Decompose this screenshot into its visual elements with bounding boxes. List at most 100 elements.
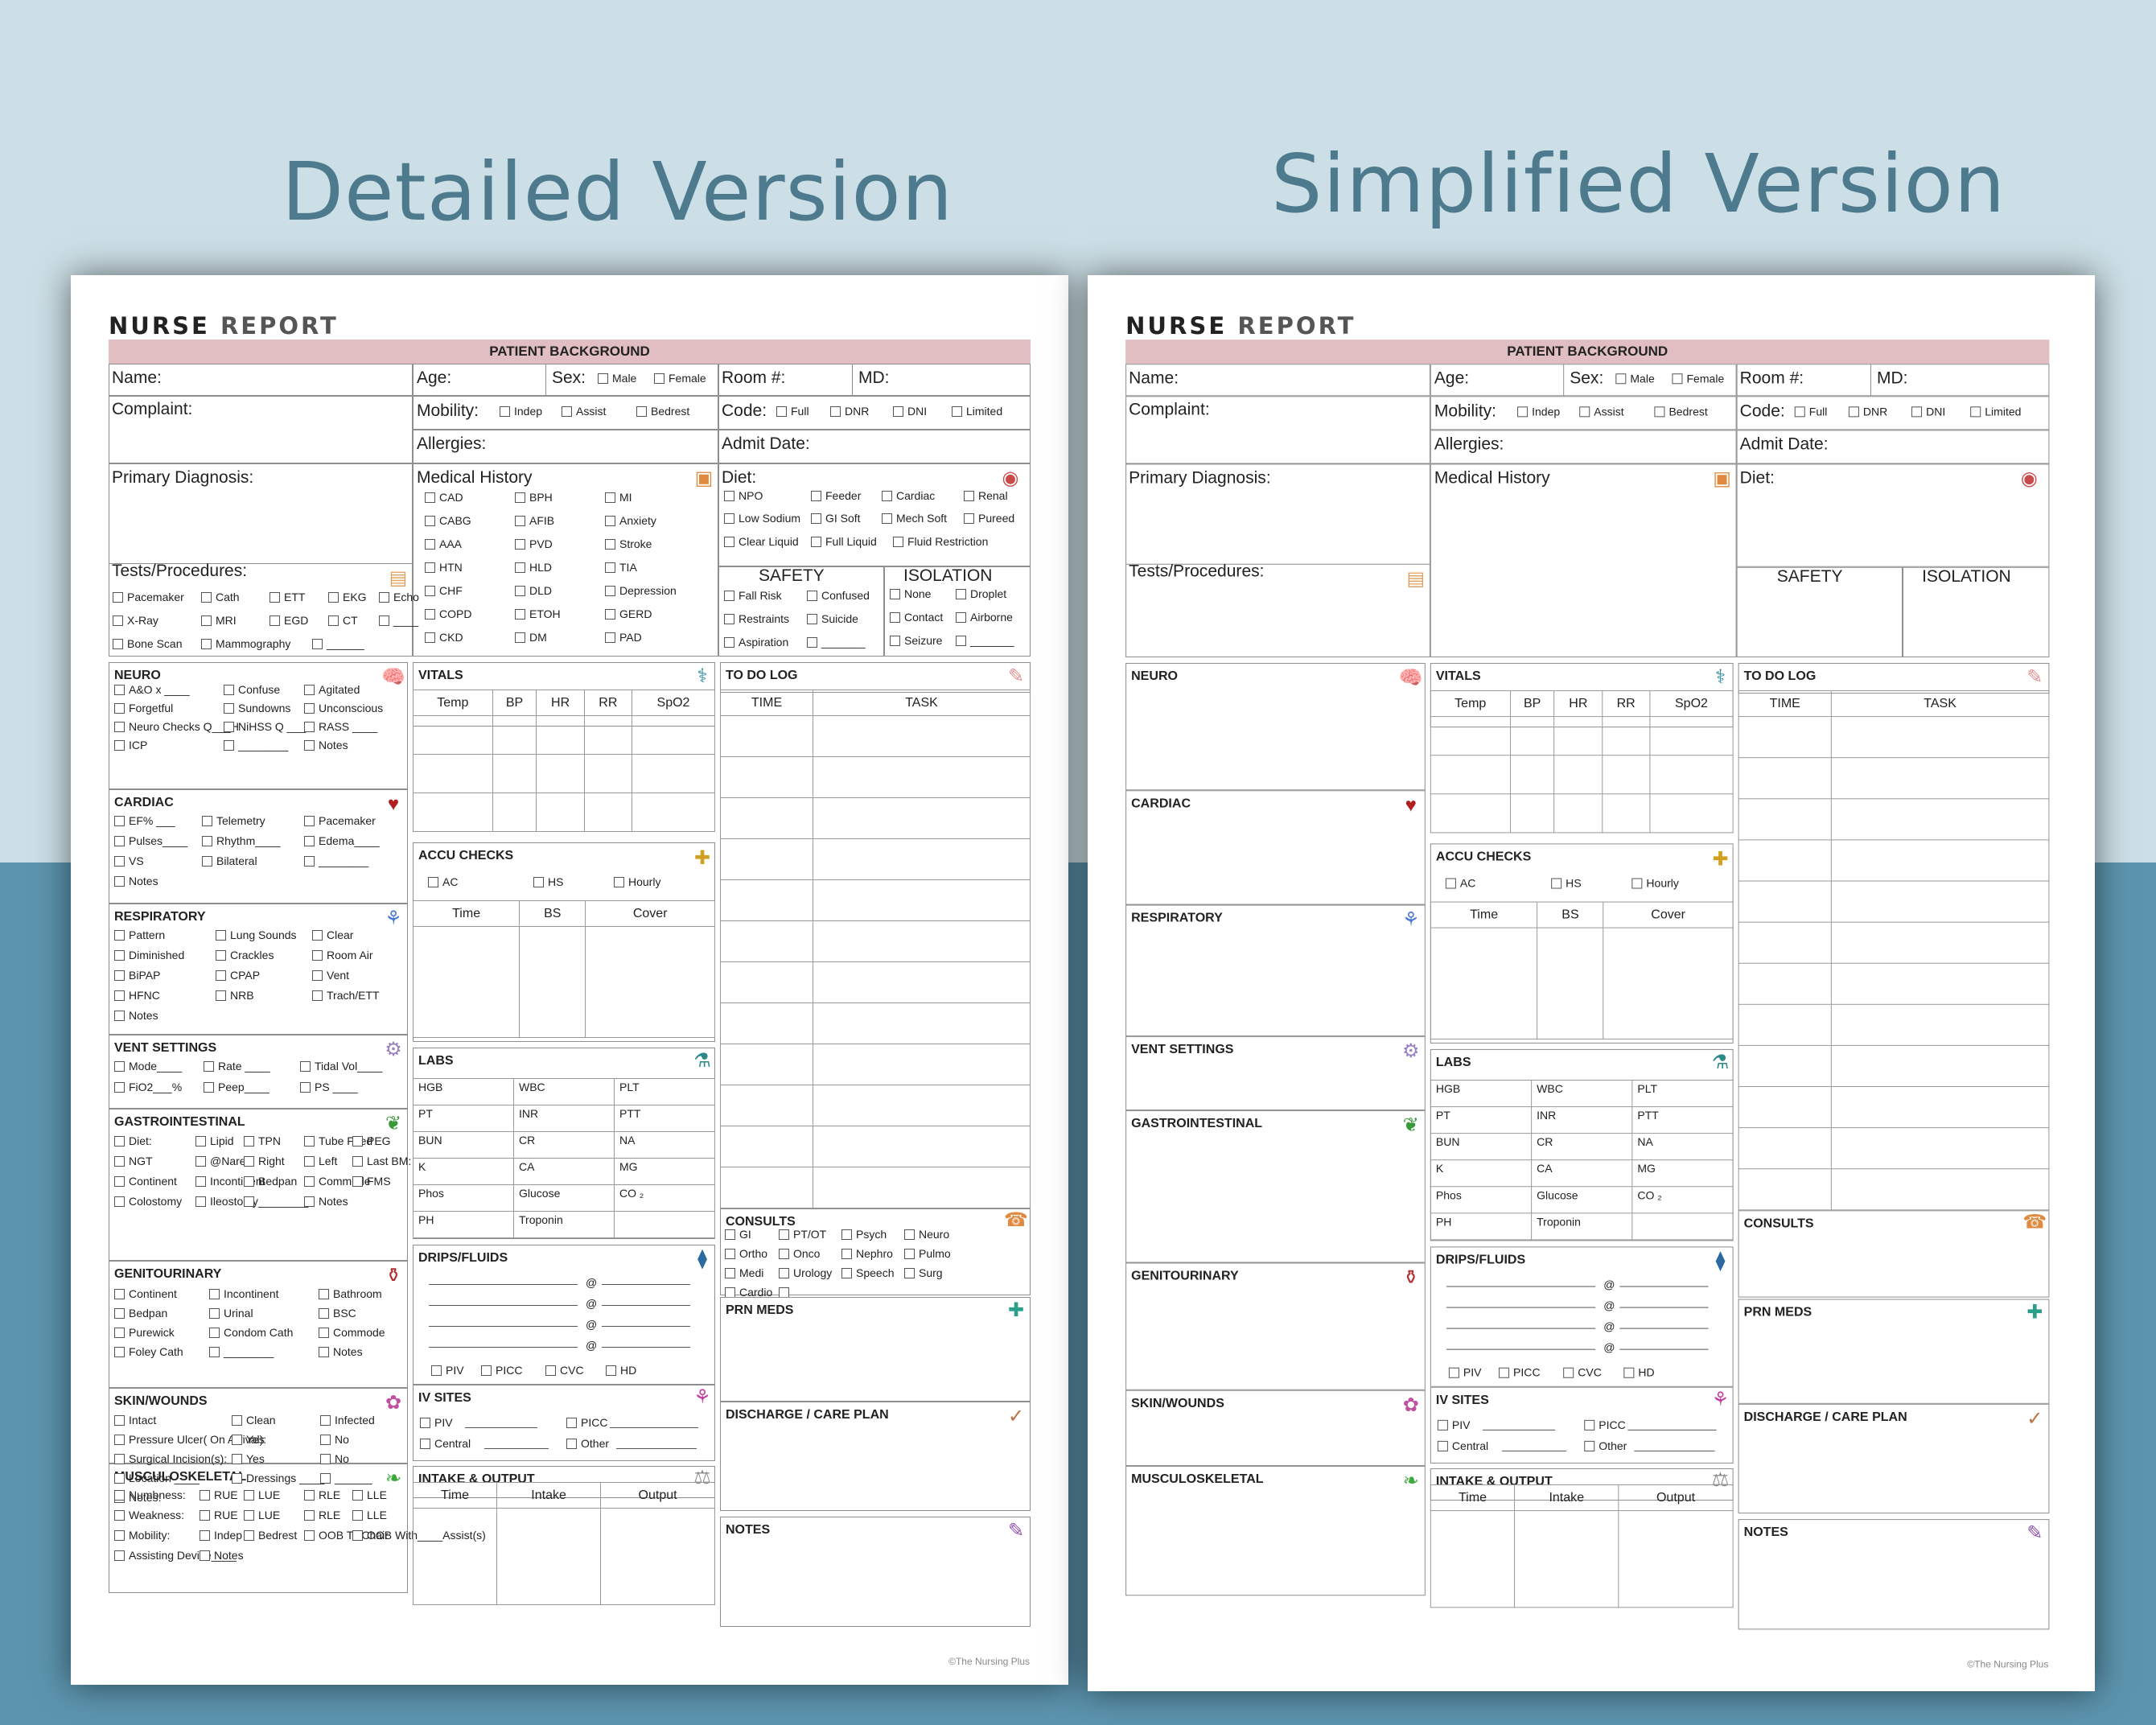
vitals-table-cell[interactable]	[413, 715, 493, 755]
lab-cell[interactable]: Troponin	[513, 1211, 615, 1238]
checkbox-square[interactable]	[270, 592, 280, 603]
io-table-cell[interactable]	[496, 1508, 602, 1605]
cardiac-item[interactable]: Pulses____	[114, 834, 187, 847]
checkbox-square[interactable]	[882, 513, 892, 524]
checkbox-square[interactable]	[304, 685, 315, 695]
consult-item[interactable]: Ortho	[725, 1247, 767, 1260]
gi-item[interactable]: Right	[244, 1155, 285, 1167]
lab-cell[interactable]: CA	[1531, 1159, 1633, 1188]
isolation-item[interactable]: Contact	[890, 611, 943, 624]
todo-table-cell[interactable]	[1738, 716, 1832, 759]
checkbox-square[interactable]	[893, 537, 903, 547]
checkbox-square[interactable]	[312, 990, 323, 1001]
checkbox-square[interactable]	[964, 491, 974, 501]
drip-cvc[interactable]: CVC	[1563, 1366, 1602, 1379]
checkbox-square[interactable]	[654, 373, 664, 384]
checkbox-square[interactable]	[319, 1328, 329, 1338]
consult-item[interactable]: PT/OT	[779, 1228, 826, 1241]
checkbox-square[interactable]	[304, 1176, 315, 1187]
checkbox-square[interactable]	[320, 1415, 331, 1426]
skin-item[interactable]: No	[320, 1433, 349, 1446]
checkbox-square[interactable]	[1654, 406, 1665, 418]
checkbox-square[interactable]	[304, 1156, 315, 1167]
resp-item[interactable]: Notes	[114, 1009, 158, 1022]
checkbox-square[interactable]	[232, 1473, 242, 1484]
checkbox-square[interactable]	[114, 950, 125, 961]
code-dnr[interactable]: DNR	[830, 405, 869, 418]
checkbox-square[interactable]	[114, 1328, 125, 1338]
mobility-assist[interactable]: Assist	[562, 405, 606, 418]
checkbox-square[interactable]	[562, 406, 572, 417]
female-checkbox[interactable]: Female	[654, 372, 706, 385]
checkbox-square[interactable]	[1615, 373, 1627, 385]
safety-item[interactable]: Aspiration	[724, 636, 788, 648]
checkbox-square[interactable]	[779, 1268, 789, 1278]
drip-line[interactable]	[429, 1284, 578, 1285]
checkbox-square[interactable]	[114, 1308, 125, 1319]
checkbox-square[interactable]	[776, 406, 787, 417]
neuro-item[interactable]: ________	[224, 739, 288, 751]
gi-item[interactable]: Colostomy	[114, 1195, 182, 1208]
neuro-item[interactable]: Neuro Checks Q___H	[114, 720, 239, 733]
neuro-item[interactable]: Forgetful	[114, 702, 173, 714]
checkbox-square[interactable]	[224, 685, 234, 695]
msk-item[interactable]: Bedrest	[244, 1529, 297, 1542]
vitals-table-cell[interactable]	[1553, 716, 1603, 756]
todo-table-cell[interactable]	[813, 715, 1031, 757]
checkbox-square[interactable]	[114, 1550, 125, 1561]
checkbox-square[interactable]	[533, 877, 544, 887]
vitals-table-cell[interactable]	[492, 754, 537, 793]
checkbox-square[interactable]	[1584, 1419, 1595, 1431]
iv-piv[interactable]: PIV	[420, 1416, 453, 1429]
msk-item[interactable]: Weakness:	[114, 1509, 184, 1521]
diet-item[interactable]: GI Soft	[811, 512, 861, 525]
skin-item[interactable]: ______	[320, 1472, 372, 1484]
resp-item[interactable]: Diminished	[114, 949, 184, 961]
checkbox-square[interactable]	[515, 609, 525, 620]
lab-cell[interactable]: CA	[513, 1158, 615, 1185]
gi-item[interactable]: Diet:	[114, 1134, 152, 1147]
todo-table-cell[interactable]	[720, 1044, 813, 1085]
mobility-bedrest[interactable]: Bedrest	[636, 405, 689, 418]
checkbox-square[interactable]	[216, 930, 226, 941]
checkbox-square[interactable]	[420, 1418, 430, 1428]
checkbox-square[interactable]	[956, 612, 966, 623]
accu-ac[interactable]: AC	[1445, 876, 1475, 890]
consult-item[interactable]: Cardio	[725, 1286, 772, 1299]
checkbox-square[interactable]	[1551, 878, 1562, 889]
todo-table-cell[interactable]	[813, 920, 1031, 962]
checkbox-square[interactable]	[244, 1490, 254, 1501]
medhist-item[interactable]: HTN	[425, 561, 463, 574]
consult-item[interactable]: Medi	[725, 1266, 763, 1279]
checkbox-square[interactable]	[1631, 878, 1643, 889]
todo-table-cell[interactable]	[1738, 798, 1832, 841]
accu-hs[interactable]: HS	[1551, 876, 1582, 890]
checkbox-square[interactable]	[890, 589, 900, 599]
lab-cell[interactable]: Phos	[413, 1184, 514, 1212]
checkbox-square[interactable]	[195, 1196, 206, 1207]
checkbox-square[interactable]	[1911, 406, 1923, 418]
accu-hourly[interactable]: Hourly	[1631, 876, 1679, 890]
checkbox-square[interactable]	[1517, 406, 1529, 418]
consult-item[interactable]: Surg	[904, 1266, 943, 1279]
consult-item[interactable]: Pulmo	[904, 1247, 951, 1260]
cardiac-item[interactable]: Rhythm____	[202, 834, 280, 847]
vent-item[interactable]: Mode____	[114, 1060, 182, 1072]
checkbox-square[interactable]	[304, 816, 315, 826]
resp-item[interactable]: NRB	[216, 989, 254, 1002]
checkbox-square[interactable]	[352, 1510, 363, 1521]
checkbox-square[interactable]	[379, 615, 389, 626]
gi-item[interactable]: NGT	[114, 1155, 153, 1167]
medhist-item[interactable]: CABG	[425, 514, 471, 527]
checkbox-square[interactable]	[114, 1196, 125, 1207]
resp-item[interactable]: Pattern	[114, 928, 165, 941]
test-item[interactable]: Bone Scan	[113, 637, 183, 650]
checkbox-square[interactable]	[956, 589, 966, 599]
todo-table-cell[interactable]	[813, 1002, 1031, 1044]
msk-item[interactable]: RUE	[200, 1509, 238, 1521]
vitals-table-cell[interactable]	[1649, 755, 1734, 795]
code-limited[interactable]: Limited	[952, 405, 1002, 418]
checkbox-square[interactable]	[1437, 1440, 1448, 1451]
test-item[interactable]: Pacemaker	[113, 591, 184, 603]
drip-rate-line[interactable]	[602, 1347, 690, 1348]
